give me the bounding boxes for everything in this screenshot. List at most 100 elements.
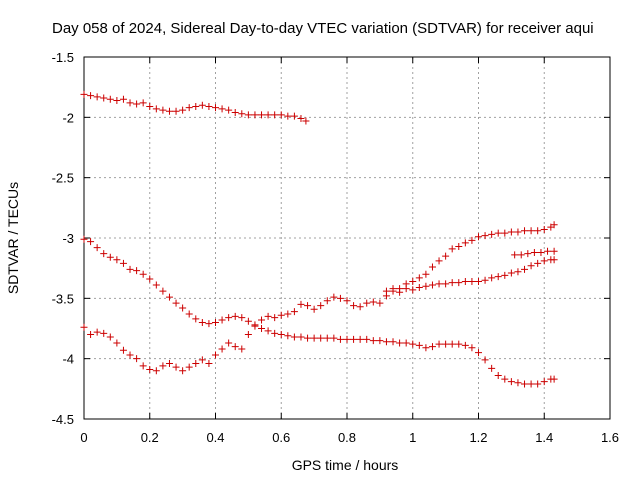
x-tick-label: 1.6 bbox=[601, 430, 619, 445]
data-point bbox=[277, 311, 285, 319]
data-point bbox=[323, 334, 331, 342]
data-point bbox=[100, 250, 108, 258]
data-point bbox=[159, 106, 167, 114]
data-point bbox=[297, 115, 305, 123]
data-point bbox=[212, 351, 219, 359]
data-point bbox=[87, 238, 95, 246]
data-point bbox=[133, 355, 141, 363]
data-point bbox=[537, 248, 545, 256]
data-point bbox=[507, 269, 515, 277]
satellite-track-1 bbox=[80, 90, 310, 125]
data-point bbox=[113, 339, 121, 347]
data-point bbox=[422, 282, 430, 290]
data-point bbox=[415, 274, 423, 282]
data-point bbox=[461, 239, 469, 247]
data-point bbox=[475, 233, 482, 241]
data-point bbox=[521, 227, 529, 235]
data-point bbox=[80, 323, 88, 331]
x-tick-label: 1.2 bbox=[469, 430, 487, 445]
data-point bbox=[302, 117, 310, 125]
y-tick-label: -2 bbox=[62, 110, 74, 125]
data-point bbox=[530, 248, 538, 256]
data-point bbox=[225, 339, 233, 347]
data-point bbox=[93, 244, 101, 252]
data-point bbox=[179, 367, 187, 375]
data-point bbox=[534, 380, 542, 388]
data-point bbox=[461, 341, 469, 349]
data-point bbox=[442, 340, 450, 348]
data-point bbox=[126, 99, 134, 107]
data-point bbox=[402, 339, 410, 347]
data-points bbox=[80, 90, 558, 388]
data-point bbox=[409, 286, 417, 294]
data-point bbox=[511, 251, 519, 259]
data-point bbox=[488, 230, 496, 238]
data-point bbox=[409, 277, 417, 285]
satellite-track-3 bbox=[80, 221, 558, 375]
data-point bbox=[159, 362, 167, 370]
satellite-track-2 bbox=[80, 235, 558, 388]
data-point bbox=[244, 317, 252, 325]
data-point bbox=[323, 297, 331, 305]
data-point bbox=[146, 102, 154, 110]
data-point bbox=[152, 367, 160, 375]
data-point bbox=[192, 315, 200, 323]
data-point bbox=[225, 106, 233, 114]
data-point bbox=[172, 299, 180, 307]
data-point bbox=[258, 316, 266, 324]
data-point bbox=[488, 364, 496, 372]
y-tick-label: -3 bbox=[62, 231, 74, 246]
y-axis: -1.5 -2 -2.5 -3 -3.5 -4 -4.5 bbox=[52, 50, 610, 427]
satellite-track-5 bbox=[511, 247, 558, 259]
data-point bbox=[172, 363, 180, 371]
data-point bbox=[442, 280, 450, 288]
data-point bbox=[304, 334, 312, 342]
data-point bbox=[231, 109, 239, 117]
x-tick-label: 0 bbox=[80, 430, 87, 445]
data-point bbox=[205, 102, 213, 110]
x-axis-label: GPS time / hours bbox=[292, 457, 399, 473]
data-point bbox=[119, 95, 127, 103]
data-point bbox=[284, 310, 292, 318]
data-point bbox=[225, 314, 233, 322]
data-point bbox=[106, 333, 114, 341]
data-point bbox=[350, 302, 358, 310]
data-point bbox=[212, 318, 219, 326]
data-point bbox=[356, 303, 364, 311]
data-point bbox=[126, 351, 134, 359]
data-point bbox=[277, 331, 285, 339]
data-point bbox=[133, 267, 141, 275]
data-point bbox=[475, 277, 482, 285]
data-point bbox=[494, 229, 502, 237]
data-point bbox=[455, 242, 463, 250]
y-tick-label: -4.5 bbox=[52, 412, 74, 427]
data-point bbox=[382, 287, 390, 295]
data-point bbox=[277, 111, 285, 119]
data-point bbox=[448, 340, 456, 348]
data-point bbox=[290, 308, 298, 316]
data-point bbox=[264, 312, 272, 320]
data-point bbox=[376, 299, 384, 307]
data-point bbox=[198, 356, 206, 364]
data-point bbox=[146, 366, 154, 374]
data-point bbox=[402, 285, 410, 293]
data-point bbox=[218, 316, 226, 324]
data-point bbox=[422, 270, 430, 278]
data-point bbox=[119, 259, 127, 267]
data-point bbox=[165, 359, 173, 367]
data-point bbox=[100, 329, 108, 337]
data-point bbox=[356, 335, 364, 343]
data-point bbox=[435, 257, 443, 265]
data-point bbox=[336, 335, 344, 343]
data-point bbox=[527, 380, 535, 388]
data-point bbox=[501, 375, 509, 383]
x-tick-label: 0.8 bbox=[338, 430, 356, 445]
data-point bbox=[93, 93, 101, 101]
data-point bbox=[317, 334, 325, 342]
data-point bbox=[271, 329, 279, 337]
data-point bbox=[481, 232, 489, 240]
data-point bbox=[428, 343, 436, 351]
data-point bbox=[165, 107, 173, 115]
data-point bbox=[205, 320, 213, 328]
data-point bbox=[218, 345, 226, 353]
